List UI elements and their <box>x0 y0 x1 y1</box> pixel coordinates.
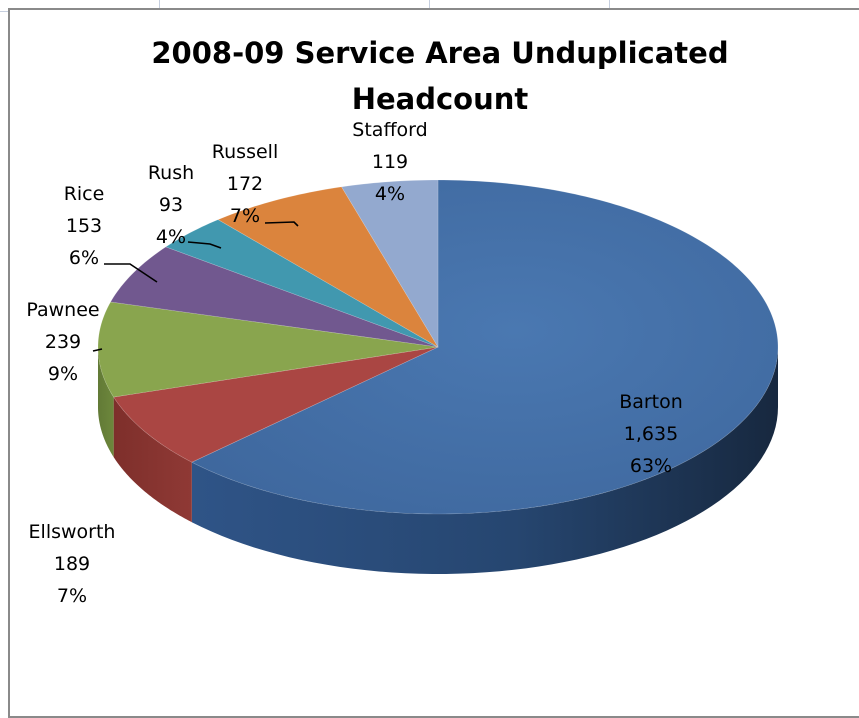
data-label-barton: Barton 1,635 63% <box>619 391 683 477</box>
label-value: 153 <box>66 215 102 237</box>
leader-line-rush <box>187 241 222 249</box>
pie-side-pawnee <box>98 347 114 458</box>
leader-line-rice <box>104 263 158 283</box>
pie-sides <box>98 347 779 574</box>
label-percent: 7% <box>57 585 87 607</box>
pie-slice-russell[interactable] <box>217 186 439 348</box>
pie-side-barton <box>191 347 779 574</box>
label-name: Barton <box>619 391 683 413</box>
chart-title-line-1: 2008-09 Service Area Unduplicated <box>151 36 729 70</box>
pie-slice-stafford[interactable] <box>341 179 439 349</box>
label-percent: 4% <box>375 183 405 205</box>
label-percent: 63% <box>630 455 672 477</box>
label-percent: 6% <box>69 247 99 269</box>
label-name: Rice <box>64 183 105 205</box>
label-value: 119 <box>372 151 408 173</box>
label-name: Rush <box>148 162 194 184</box>
label-value: 1,635 <box>624 423 678 445</box>
leader-line-pawnee <box>92 348 103 352</box>
chart-title-line-2: Headcount <box>351 82 529 116</box>
label-name: Russell <box>212 141 278 163</box>
label-value: 239 <box>45 331 81 353</box>
label-value: 93 <box>159 194 183 216</box>
label-percent: 4% <box>156 226 186 248</box>
pie-slice-ellsworth[interactable] <box>113 346 439 463</box>
leader-lines <box>92 221 299 352</box>
pie-slice-barton[interactable] <box>191 179 779 515</box>
pie-side-ellsworth <box>113 397 192 523</box>
label-name: Stafford <box>352 119 427 141</box>
pie-tops <box>97 179 779 515</box>
data-label-pawnee: Pawnee 239 9% <box>26 299 99 385</box>
pie-slice-rice[interactable] <box>110 246 439 348</box>
label-percent: 7% <box>230 205 260 227</box>
data-label-rush: Rush 93 4% <box>148 162 194 248</box>
data-label-rice: Rice 153 6% <box>64 183 105 269</box>
data-labels: Barton 1,635 63% Ellsworth 189 7% Pawnee 239 9% R… <box>26 119 682 607</box>
label-name: Ellsworth <box>29 521 116 543</box>
data-label-russell: Russell 172 7% <box>212 141 278 227</box>
label-value: 172 <box>227 173 263 195</box>
data-label-ellsworth: Ellsworth 189 7% <box>29 521 116 607</box>
pie-slice-rush[interactable] <box>165 219 439 348</box>
label-name: Pawnee <box>26 299 99 321</box>
leader-line-russell <box>264 221 299 227</box>
chart-title: 2008-09 Service Area Unduplicated Headco… <box>120 30 760 122</box>
label-percent: 9% <box>48 363 78 385</box>
label-value: 189 <box>54 553 90 575</box>
data-label-stafford: Stafford 119 4% <box>352 119 427 205</box>
